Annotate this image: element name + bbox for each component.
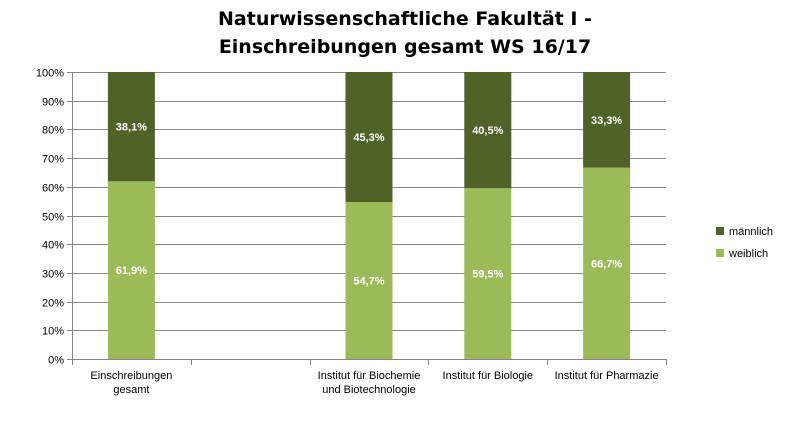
data-label: 38,1% <box>116 122 147 134</box>
bar-männlich <box>583 72 631 168</box>
legend-label: männlich <box>729 226 773 238</box>
y-tick-label: 30% <box>42 269 64 281</box>
x-tick-label: Institut für Pharmazie <box>555 370 659 382</box>
data-label: 61,9% <box>116 265 147 277</box>
y-tick-label: 10% <box>42 326 64 338</box>
chart-title-line-1: Naturwissenschaftliche Fakultät I - <box>218 8 592 30</box>
legend-label: weiblich <box>728 248 768 260</box>
data-label: 33,3% <box>591 115 622 127</box>
bar-weiblich <box>464 188 512 359</box>
x-tick-label: Institut für Biologie <box>443 370 534 382</box>
y-tick-label: 60% <box>42 183 64 195</box>
bar-männlich <box>345 72 393 203</box>
data-label: 40,5% <box>472 125 503 137</box>
bar-männlich <box>107 72 155 182</box>
legend: männlich weiblich <box>716 226 773 260</box>
y-axis: 0% 10% 20% 30% 40% 50% 60% 70% 80% 90% 100% <box>36 68 73 367</box>
legend-swatch-männlich <box>716 227 724 235</box>
legend-swatch-weiblich <box>716 249 724 257</box>
bar-männlich <box>464 72 512 189</box>
x-tick-label: gesamt <box>113 384 149 396</box>
bar-weiblich <box>583 167 631 359</box>
bar-weiblich <box>107 181 155 359</box>
x-tick-label: Einschreibungen <box>90 370 172 382</box>
y-tick-label: 80% <box>42 125 64 137</box>
y-tick-label: 0% <box>48 355 64 367</box>
bar-weiblich <box>345 202 393 359</box>
bars: 61,9% 38,1% 54,7% 45,3% 59,5% 40,5% 66,7% 33,3% <box>107 72 631 359</box>
chart-title-line-2: Einschreibungen gesamt WS 16/17 <box>219 36 591 58</box>
y-tick-label: 100% <box>36 68 64 80</box>
x-axis: Einschreibungen gesamt Institut für Bioche… <box>72 359 667 396</box>
data-label: 59,5% <box>472 269 503 281</box>
y-tick-label: 90% <box>42 97 64 109</box>
y-tick-label: 20% <box>42 298 64 310</box>
x-tick-label: und Biotechnologie <box>322 384 416 396</box>
data-label: 66,7% <box>591 258 622 270</box>
data-label: 54,7% <box>353 276 384 288</box>
data-label: 45,3% <box>353 132 384 144</box>
x-tick-label: Institut für Biochemie <box>318 370 421 382</box>
y-tick-label: 40% <box>42 240 64 252</box>
y-tick-label: 70% <box>42 154 64 166</box>
y-tick-label: 50% <box>42 212 64 224</box>
